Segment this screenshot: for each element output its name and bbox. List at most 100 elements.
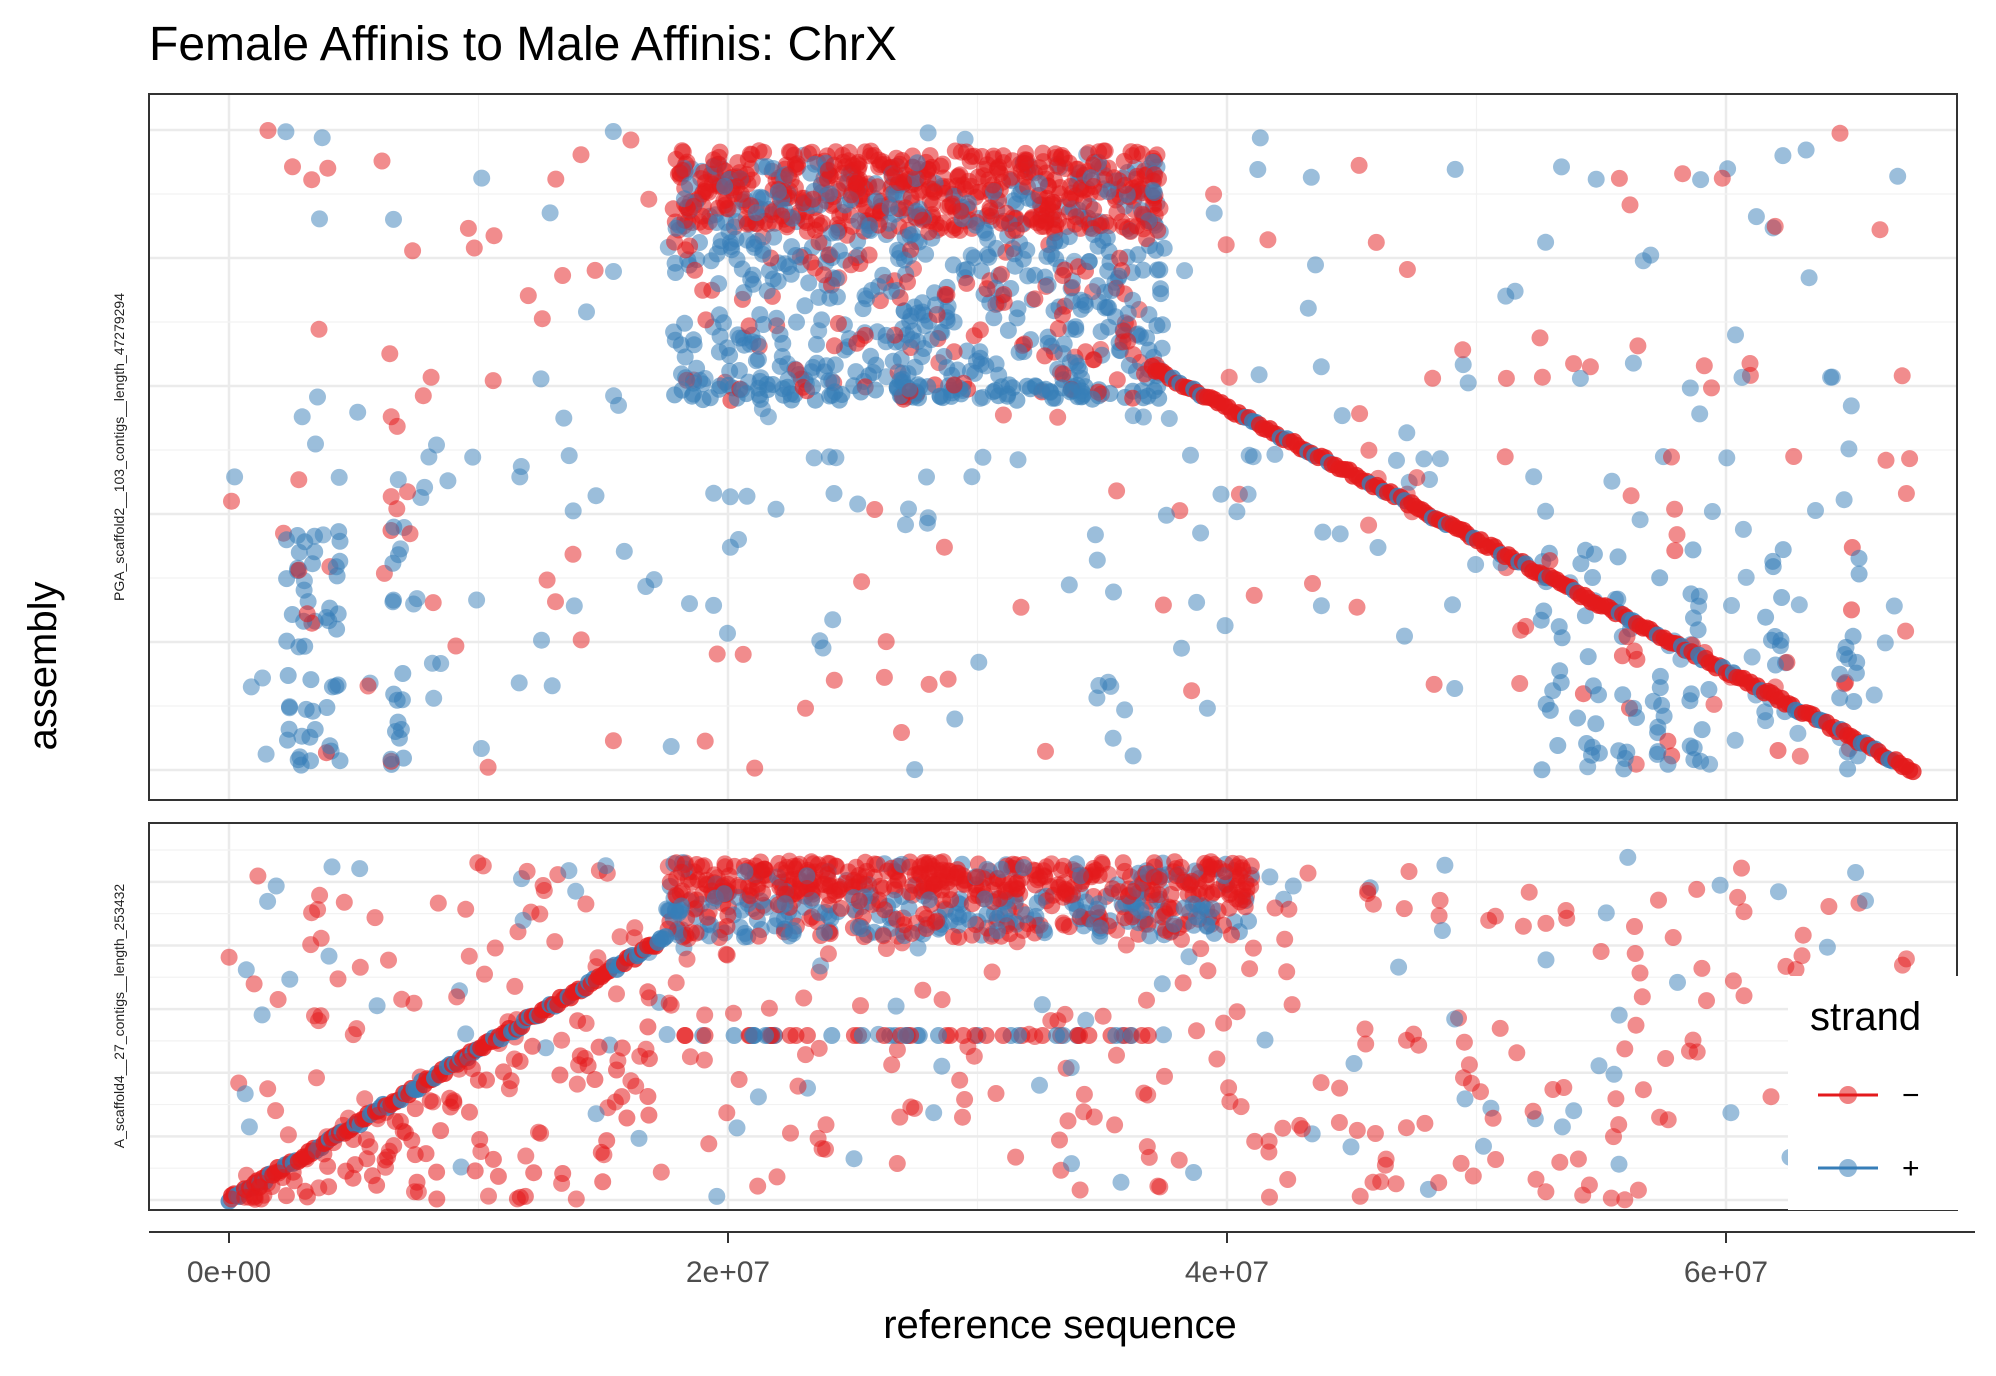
data-point (1228, 503, 1246, 521)
data-point (630, 1129, 648, 1147)
data-point (1831, 689, 1849, 707)
data-point (821, 185, 838, 203)
data-point (373, 152, 391, 170)
data-point (1205, 856, 1223, 873)
data-point (1893, 367, 1911, 385)
data-point (1692, 752, 1710, 770)
data-point (1141, 927, 1159, 945)
data-point (875, 668, 893, 686)
data-point (1508, 1044, 1526, 1062)
data-point (1625, 699, 1643, 717)
data-point (1733, 368, 1751, 386)
data-point (560, 447, 578, 465)
data-point (425, 689, 443, 707)
data-point (1659, 1111, 1677, 1129)
data-point (518, 862, 536, 880)
data-point (1387, 1175, 1405, 1193)
data-point (1099, 183, 1117, 201)
data-point (1533, 368, 1551, 386)
x-tick-label: 4e+07 (1185, 1256, 1269, 1289)
data-point (1850, 549, 1868, 567)
data-point (298, 605, 316, 623)
data-point (1283, 996, 1301, 1014)
data-point (755, 143, 773, 161)
data-point (1877, 451, 1895, 469)
data-point (708, 1187, 726, 1205)
data-point (1657, 1050, 1675, 1067)
data-point (1232, 1098, 1250, 1116)
data-point (811, 632, 829, 650)
data-point (639, 1088, 657, 1105)
data-point (403, 1131, 421, 1149)
data-point (666, 254, 684, 272)
data-point (813, 311, 831, 329)
data-point (1030, 174, 1048, 192)
data-point (730, 1071, 748, 1088)
data-point (408, 1173, 426, 1191)
top-panel-border (148, 93, 1958, 801)
data-point (1359, 885, 1377, 902)
data-point (587, 1105, 605, 1123)
data-point (1033, 996, 1051, 1014)
data-point (279, 731, 296, 749)
data-point (1607, 1090, 1625, 1108)
data-point (1007, 221, 1025, 239)
data-point (406, 1100, 424, 1118)
data-point (850, 892, 868, 910)
data-point (604, 732, 622, 750)
data-point (780, 166, 798, 184)
data-point (1634, 252, 1652, 270)
data-point (725, 1004, 742, 1022)
data-point (532, 370, 550, 388)
data-point (1644, 692, 1662, 710)
data-point (1236, 898, 1254, 916)
data-point (735, 284, 753, 302)
data-point (533, 631, 550, 649)
data-point (278, 531, 295, 549)
data-point (1713, 169, 1731, 187)
data-point (615, 542, 633, 560)
data-point (971, 349, 989, 367)
data-point (1016, 152, 1034, 170)
data-point (1350, 156, 1368, 174)
data-point (1772, 631, 1790, 649)
data-point (900, 899, 918, 917)
data-point (564, 545, 582, 563)
data-point (460, 947, 478, 965)
data-point (240, 1118, 258, 1136)
data-point (1104, 729, 1122, 747)
data-point (1584, 677, 1602, 695)
data-point (1138, 329, 1156, 347)
data-point (568, 1075, 586, 1093)
data-point (702, 252, 720, 270)
data-point (640, 190, 658, 208)
data-point (608, 1061, 625, 1079)
data-point (1113, 213, 1131, 231)
data-point (1587, 170, 1605, 188)
data-point (1871, 221, 1889, 239)
data-point (1847, 664, 1865, 682)
data-point (985, 309, 1003, 327)
data-point (1757, 608, 1775, 626)
data-point (1056, 261, 1074, 279)
x-axis-title: reference sequence (883, 1303, 1237, 1347)
data-point (1818, 938, 1836, 956)
data-point (309, 388, 326, 406)
data-point (1718, 449, 1736, 467)
data-point (1203, 900, 1221, 918)
data-point (710, 380, 728, 398)
data-point (1897, 622, 1915, 640)
data-point (875, 1027, 893, 1044)
data-point (1552, 674, 1570, 691)
data-point (749, 350, 767, 368)
data-point (934, 853, 952, 871)
data-point (1629, 1181, 1647, 1199)
data-point (680, 176, 698, 194)
data-point (1059, 1112, 1077, 1130)
data-point (1154, 596, 1172, 614)
data-point (1114, 333, 1132, 351)
data-point (637, 578, 655, 595)
data-point (861, 217, 879, 235)
data-point (820, 448, 838, 466)
